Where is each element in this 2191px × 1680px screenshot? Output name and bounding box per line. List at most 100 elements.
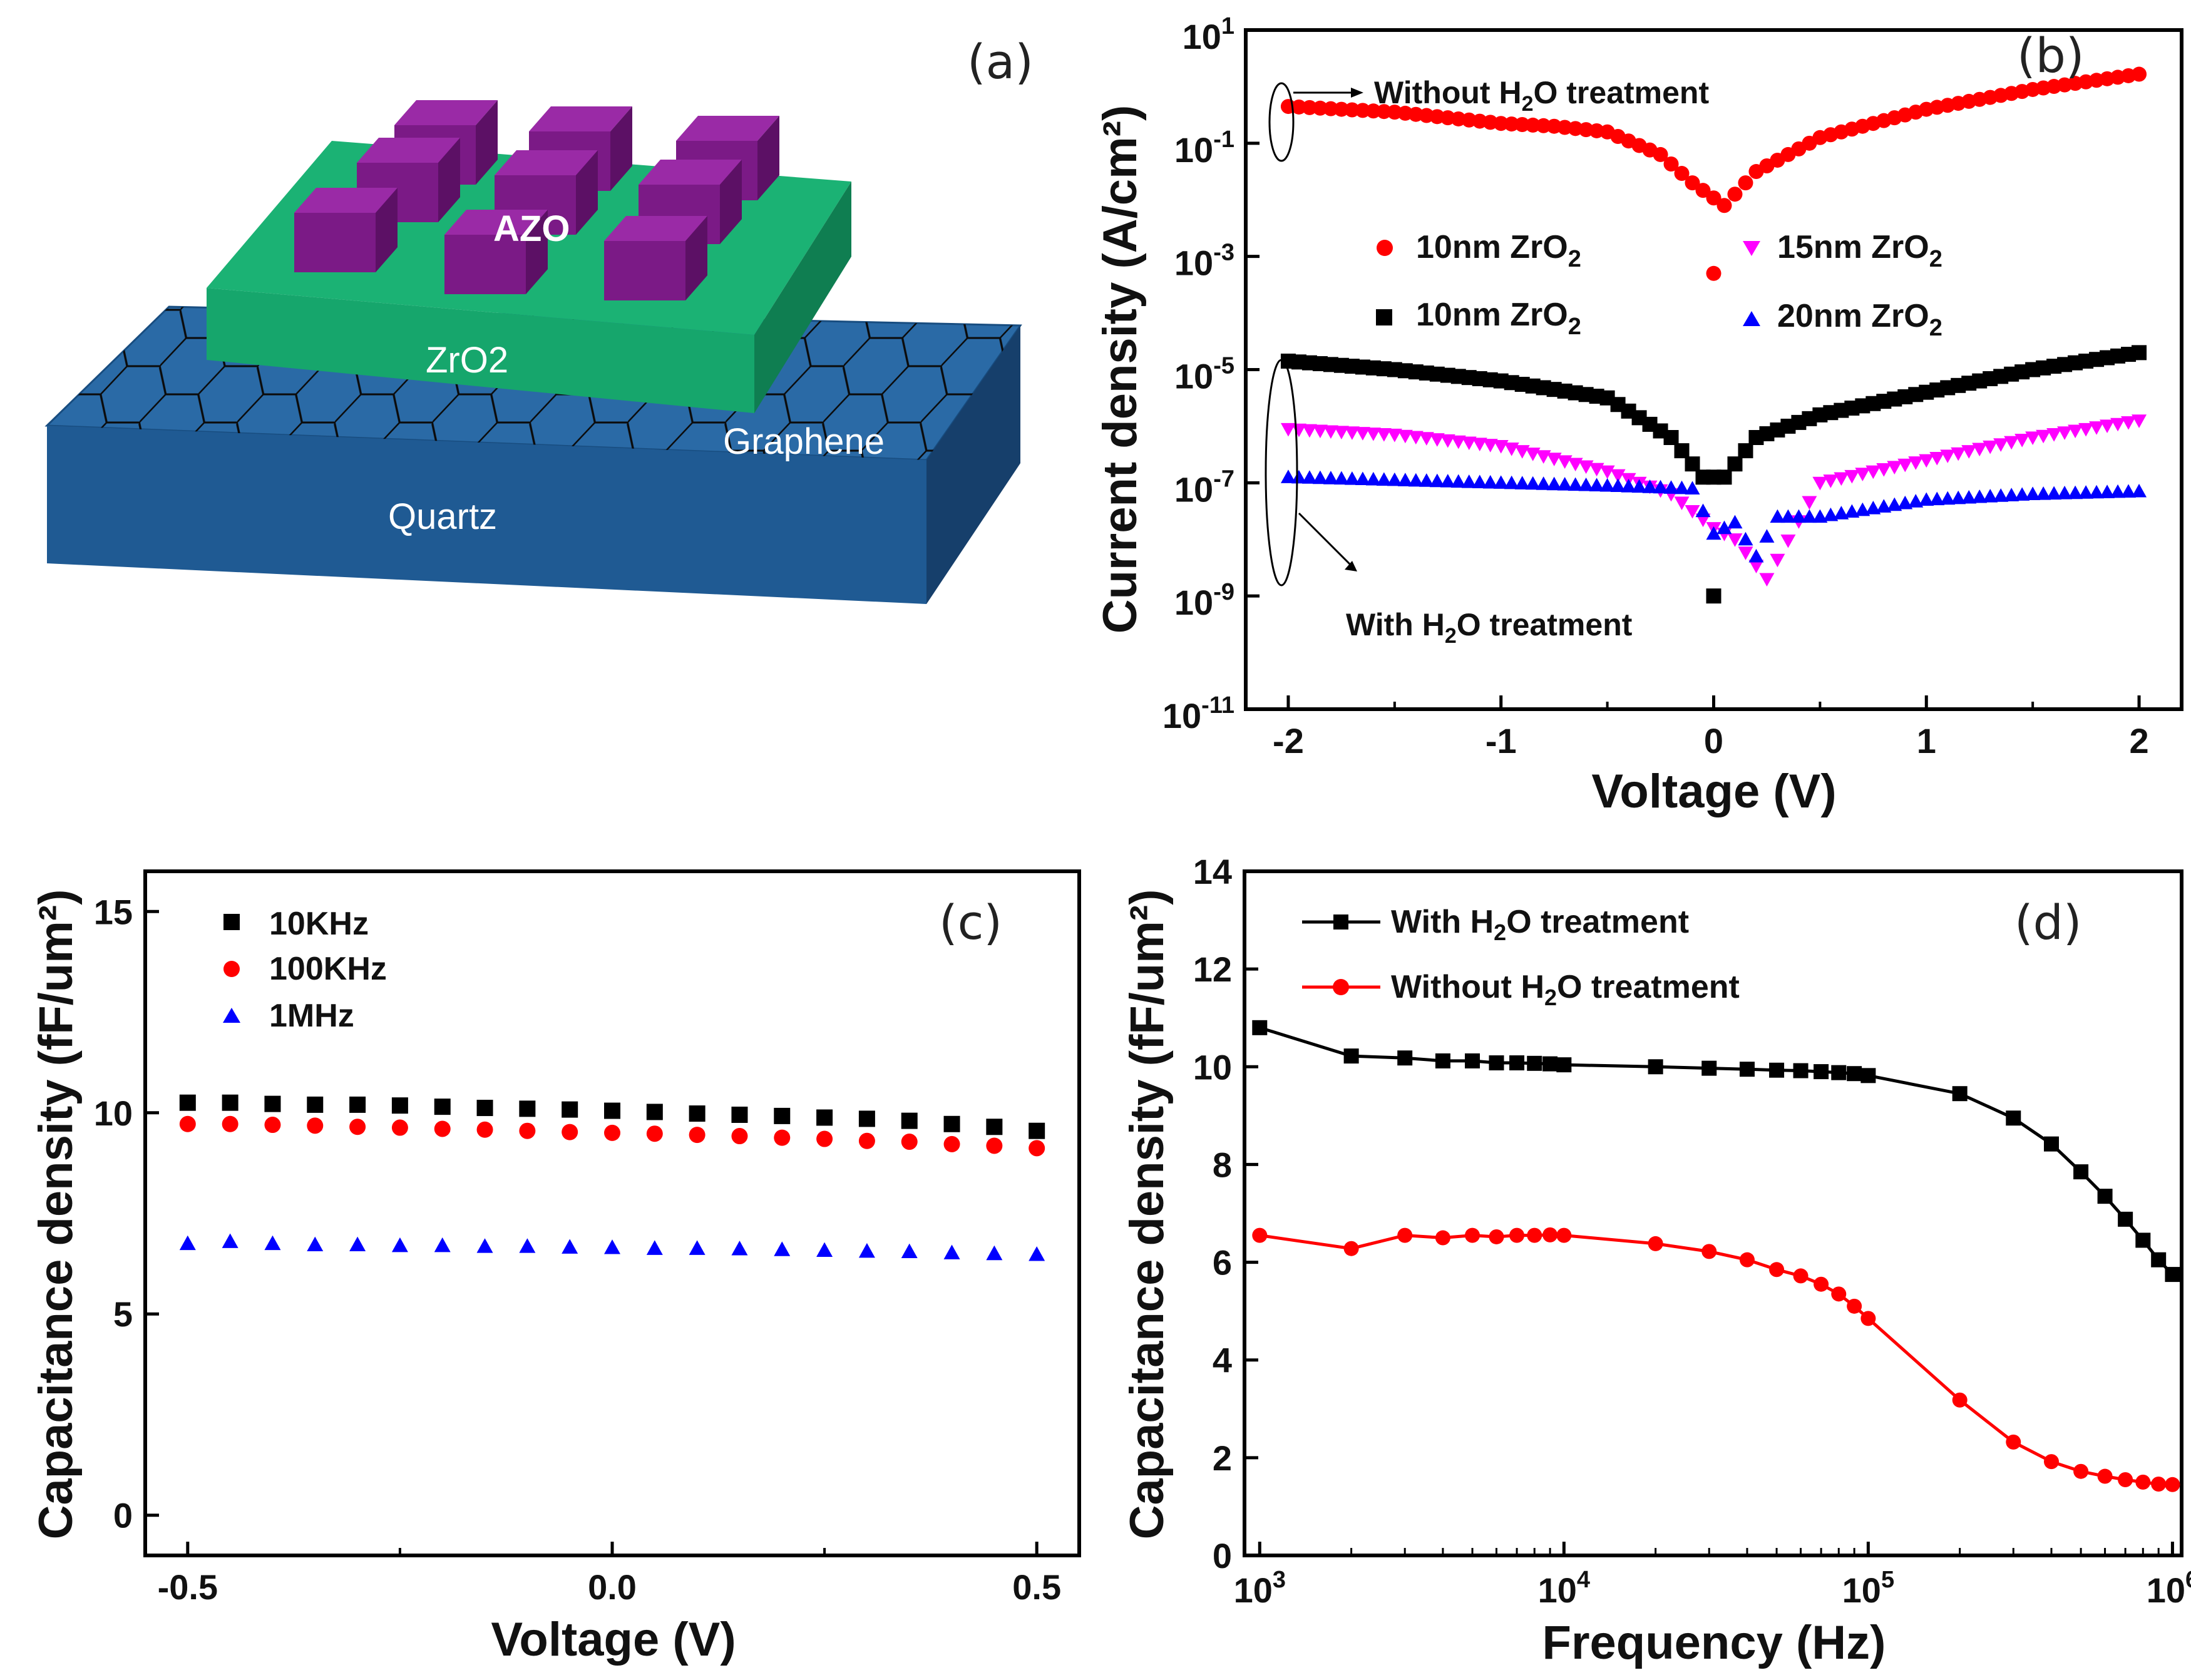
- data-point: [1509, 1227, 1525, 1243]
- data-point: [2100, 419, 2115, 434]
- panel-d-letter: (d): [2014, 894, 2082, 950]
- data-point: [2014, 487, 2030, 501]
- panel-b-points: [1280, 66, 2147, 604]
- outlier-point: [1706, 265, 1722, 281]
- data-point: [1802, 509, 1817, 523]
- panel-d-frame: [1243, 869, 2183, 1557]
- data-point: [901, 1134, 918, 1150]
- data-point: [1408, 473, 1424, 487]
- data-point: [1847, 1066, 1862, 1082]
- data-point: [1701, 1060, 1717, 1076]
- data-point: [1397, 1227, 1413, 1243]
- legend-label-100khz: 100KHz: [269, 951, 387, 987]
- y-tick-label: 10-1: [1174, 126, 1234, 170]
- x-tick-label: -2: [1273, 721, 1304, 761]
- data-point: [1897, 458, 1913, 473]
- data-point: [1542, 1056, 1558, 1072]
- data-point: [1860, 1311, 1876, 1326]
- panel-b-annotations: Without H2O treatment With H2O treatment: [1265, 75, 1709, 648]
- data-point: [1489, 1055, 1504, 1071]
- data-point: [986, 1119, 1003, 1135]
- legend-label-20nm: 20nm ZrO2: [1777, 298, 1942, 341]
- data-point: [1802, 496, 1817, 510]
- data-point: [1557, 477, 1573, 491]
- data-point: [1972, 443, 1988, 457]
- data-point: [1252, 1227, 1268, 1243]
- data-point: [2073, 1164, 2089, 1180]
- panel-c-xlabel: Voltage (V): [491, 1613, 736, 1666]
- data-point: [1952, 1392, 1968, 1408]
- data-point: [1252, 1020, 1268, 1035]
- data-point: [1029, 1140, 1045, 1157]
- data-point: [604, 1102, 620, 1119]
- data-point: [434, 1099, 451, 1115]
- data-point: [519, 1100, 536, 1117]
- legend-marker-without: [1333, 979, 1349, 995]
- data-point: [2151, 1252, 2167, 1268]
- data-point: [1323, 471, 1338, 484]
- device-schematic: AZO ZrO2 Graphene Quartz (a): [44, 34, 1034, 604]
- data-point: [1610, 478, 1626, 493]
- data-point: [1355, 103, 1370, 118]
- data-point: [2121, 416, 2137, 430]
- data-point: [1831, 1286, 1847, 1302]
- azo-cube-front: [294, 213, 376, 272]
- data-point: [2132, 414, 2147, 428]
- data-point: [1472, 438, 1487, 451]
- data-point: [1536, 450, 1551, 464]
- data-point: [222, 1094, 239, 1111]
- azo-cube-side: [376, 188, 398, 272]
- data-point: [1847, 1298, 1862, 1314]
- data-point: [1355, 471, 1370, 486]
- data-point: [1301, 424, 1317, 438]
- data-point: [1557, 455, 1573, 469]
- data-point: [1621, 478, 1636, 493]
- y-tick-label: 10-3: [1174, 240, 1234, 283]
- data-point: [1834, 472, 1849, 486]
- azo-cube-side: [526, 210, 548, 294]
- data-point: [349, 1236, 366, 1252]
- data-point: [2006, 1434, 2021, 1450]
- data-point: [731, 1106, 748, 1123]
- data-point: [1823, 507, 1839, 521]
- data-point: [2004, 488, 2019, 501]
- data-point: [1685, 175, 1700, 191]
- data-point: [349, 1119, 366, 1135]
- with-annotation: With H2O treatment: [1346, 607, 1633, 648]
- azo-cube-side: [476, 100, 498, 185]
- data-point: [2025, 486, 2041, 501]
- data-point: [1961, 445, 1977, 459]
- data-point: [1333, 471, 1349, 485]
- data-point: [731, 1128, 748, 1145]
- data-point: [1568, 458, 1583, 472]
- data-point: [1908, 494, 1924, 508]
- azo-cube-top: [495, 150, 598, 175]
- data-point: [2110, 484, 2126, 498]
- x-tick-label: -1: [1485, 721, 1517, 761]
- data-point: [1759, 573, 1775, 587]
- data-point: [1029, 1122, 1045, 1139]
- azo-cube-top: [529, 106, 632, 131]
- data-point: [1440, 434, 1455, 448]
- data-point: [816, 1109, 833, 1126]
- data-point: [2097, 1468, 2113, 1484]
- data-point: [1461, 474, 1477, 488]
- data-point: [1029, 1246, 1045, 1261]
- data-point: [2068, 485, 2083, 499]
- data-point: [1542, 1227, 1558, 1242]
- data-point: [1493, 475, 1509, 489]
- data-point: [1695, 183, 1711, 198]
- data-point: [2068, 424, 2083, 439]
- y-tick-label: 0: [1213, 1536, 1232, 1575]
- data-point: [2006, 1110, 2021, 1126]
- data-point: [307, 1096, 324, 1113]
- data-point: [2044, 1136, 2060, 1152]
- data-point: [1653, 479, 1668, 494]
- data-point: [1769, 1062, 1785, 1078]
- y-tick-label: 10: [1193, 1047, 1232, 1087]
- data-point: [1727, 456, 1743, 472]
- azo-cube-front: [604, 241, 685, 300]
- data-point: [179, 1235, 196, 1251]
- data-point: [1919, 454, 1934, 468]
- data-point: [1940, 449, 1956, 463]
